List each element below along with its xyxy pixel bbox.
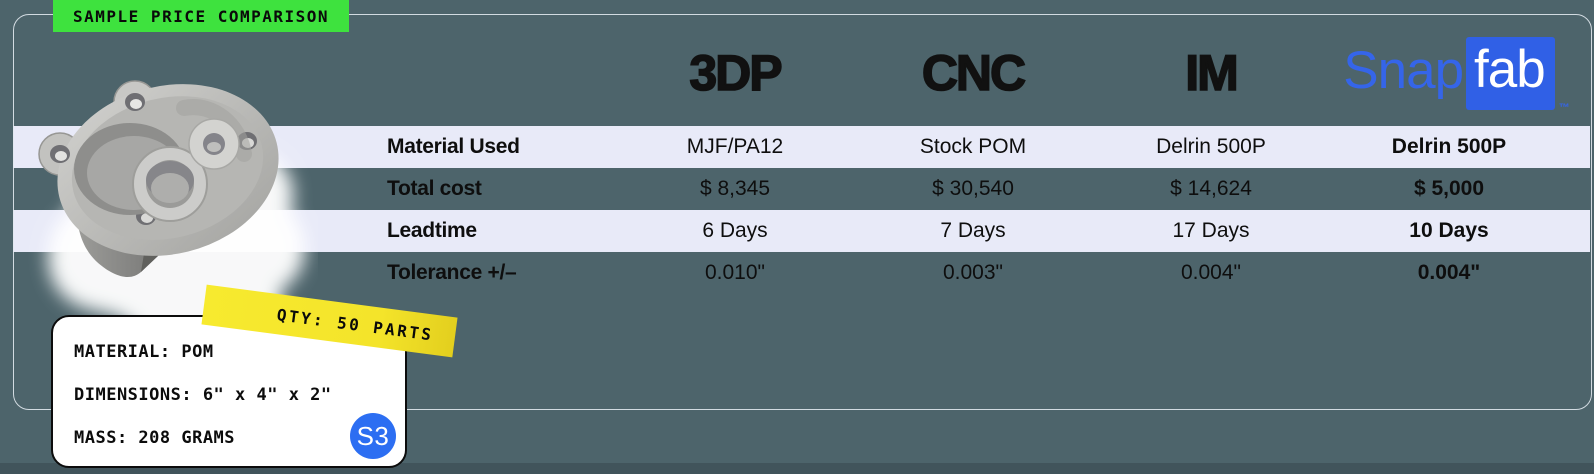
spec-material: MATERIAL: POM — [74, 342, 214, 362]
sample-price-comparison-badge: SAMPLE PRICE COMPARISON — [53, 0, 350, 32]
material-snapfab: Delrin 500P — [1391, 135, 1507, 158]
tolerance-im: 0.004" — [1180, 261, 1241, 284]
tolerance-cnc: 0.003" — [942, 261, 1003, 284]
spec-mass: MASS: 208 GRAMS — [74, 428, 236, 448]
cost-cnc: $ 30,540 — [932, 177, 1014, 200]
column-header-3dp: 3DP — [689, 44, 784, 102]
row-label: Total cost — [387, 177, 482, 200]
material-3dp: MJF/PA12 — [686, 135, 784, 158]
material-cnc: Stock POM — [919, 135, 1027, 158]
row-label: Leadtime — [387, 219, 477, 242]
s3-badge: S3 — [350, 413, 396, 459]
table-row-material: Material Used MJF/PA12 Stock POM Delrin … — [13, 126, 1590, 168]
machined-part-illustration — [38, 80, 305, 348]
leadtime-cnc: 7 Days — [940, 219, 1006, 242]
bottom-edge-band — [0, 463, 1594, 474]
trademark-symbol: ™ — [1558, 101, 1570, 114]
row-label: Tolerance +/– — [387, 261, 517, 284]
cost-im: $ 14,624 — [1170, 177, 1252, 200]
column-header-snapfab: Snap fab ™ — [1330, 36, 1570, 114]
leadtime-snapfab: 10 Days — [1409, 219, 1489, 242]
row-label: Material Used — [387, 135, 520, 158]
part-render-image — [18, 42, 318, 348]
leadtime-3dp: 6 Days — [702, 219, 768, 242]
tolerance-snapfab: 0.004" — [1417, 261, 1481, 284]
column-header-cnc: CNC — [921, 44, 1027, 102]
tolerance-3dp: 0.010" — [704, 261, 765, 284]
leadtime-im: 17 Days — [1172, 219, 1250, 242]
spec-dimensions: DIMENSIONS: 6" x 4" x 2" — [74, 385, 332, 405]
table-row-total-cost: Total cost $ 8,345 $ 30,540 $ 14,624 $ 5… — [13, 168, 1590, 210]
snapfab-logo-snap-text: Snap — [1343, 40, 1464, 100]
cost-snapfab: $ 5,000 — [1413, 177, 1485, 200]
material-im: Delrin 500P — [1156, 135, 1266, 158]
snapfab-logo-fab-box: fab — [1466, 36, 1555, 110]
snapfab-logo: Snap fab ™ — [1343, 36, 1570, 114]
cost-3dp: $ 8,345 — [699, 177, 771, 200]
table-row-tolerance: Tolerance +/– 0.010" 0.003" 0.004" 0.004… — [13, 252, 1590, 294]
column-header-im: IM — [1184, 44, 1239, 102]
table-header-row: 3DP CNC IM Snap fab ™ — [13, 14, 1590, 126]
